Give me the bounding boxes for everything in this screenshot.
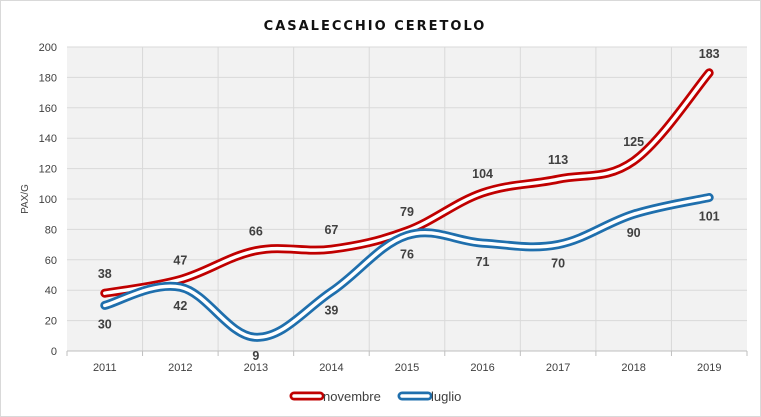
chart-title: CASALECCHIO CERETOLO — [264, 19, 487, 34]
series-lines — [100, 68, 714, 342]
data-label-novembre: 66 — [249, 225, 263, 239]
data-label-novembre: 67 — [324, 223, 338, 237]
y-axis-title: PAX/G — [20, 184, 31, 214]
data-label-luglio: 90 — [627, 226, 641, 240]
series-novembre — [100, 68, 714, 298]
data-label-luglio: 76 — [400, 247, 414, 261]
y-tick-label: 0 — [51, 346, 57, 358]
data-labels: 38 47 66 67 79 104 113 125 183 30 42 9 39 76 71 70 90 101 — [98, 47, 720, 363]
x-tick-label: 2015 — [395, 362, 419, 374]
x-tick-label: 2014 — [319, 362, 343, 374]
x-tick-label: 2016 — [470, 362, 494, 374]
data-label-luglio: 101 — [699, 209, 720, 223]
x-tick-label: 2011 — [93, 362, 117, 374]
data-label-novembre: 79 — [400, 205, 414, 219]
data-label-novembre: 183 — [699, 47, 720, 61]
y-tick-label: 60 — [45, 255, 57, 267]
data-label-luglio: 30 — [98, 317, 112, 331]
data-label-luglio: 71 — [476, 255, 490, 269]
legend-item-novembre[interactable]: novembre — [289, 389, 381, 404]
series-line-core — [103, 71, 711, 295]
legend-label: luglio — [431, 389, 461, 404]
series-line-core — [103, 195, 711, 340]
series-luglio — [100, 193, 714, 342]
x-tick-label: 2013 — [244, 362, 268, 374]
legend-item-luglio[interactable]: luglio — [397, 389, 461, 404]
x-tick-label: 2017 — [546, 362, 570, 374]
y-tick-label: 80 — [45, 224, 57, 236]
y-tick-label: 180 — [39, 72, 57, 84]
data-label-luglio: 70 — [551, 257, 565, 271]
data-label-novembre: 125 — [623, 135, 644, 149]
data-label-luglio: 42 — [173, 299, 187, 313]
data-label-luglio: 39 — [324, 304, 338, 318]
x-tick-label: 2018 — [621, 362, 645, 374]
data-label-novembre: 113 — [548, 153, 568, 167]
y-tick-label: 120 — [39, 164, 57, 176]
x-tick-label: 2019 — [697, 362, 721, 374]
y-tick-label: 140 — [39, 133, 57, 145]
y-tick-label: 40 — [45, 285, 57, 297]
data-label-novembre: 104 — [472, 167, 493, 181]
axes: 0 20 40 60 80 100 120 140 160 180 200 2011 2012 2013 2… — [39, 42, 748, 374]
legend-label: novembre — [323, 389, 381, 404]
y-tick-label: 160 — [39, 103, 57, 115]
data-label-luglio: 9 — [252, 349, 259, 363]
data-label-novembre: 47 — [173, 254, 187, 268]
y-tick-label: 100 — [39, 194, 57, 206]
data-label-novembre: 38 — [98, 267, 112, 281]
legend[interactable]: novembre luglio — [289, 389, 461, 404]
y-tick-label: 200 — [39, 42, 57, 54]
y-tick-label: 20 — [45, 316, 57, 328]
x-tick-label: 2012 — [168, 362, 192, 374]
